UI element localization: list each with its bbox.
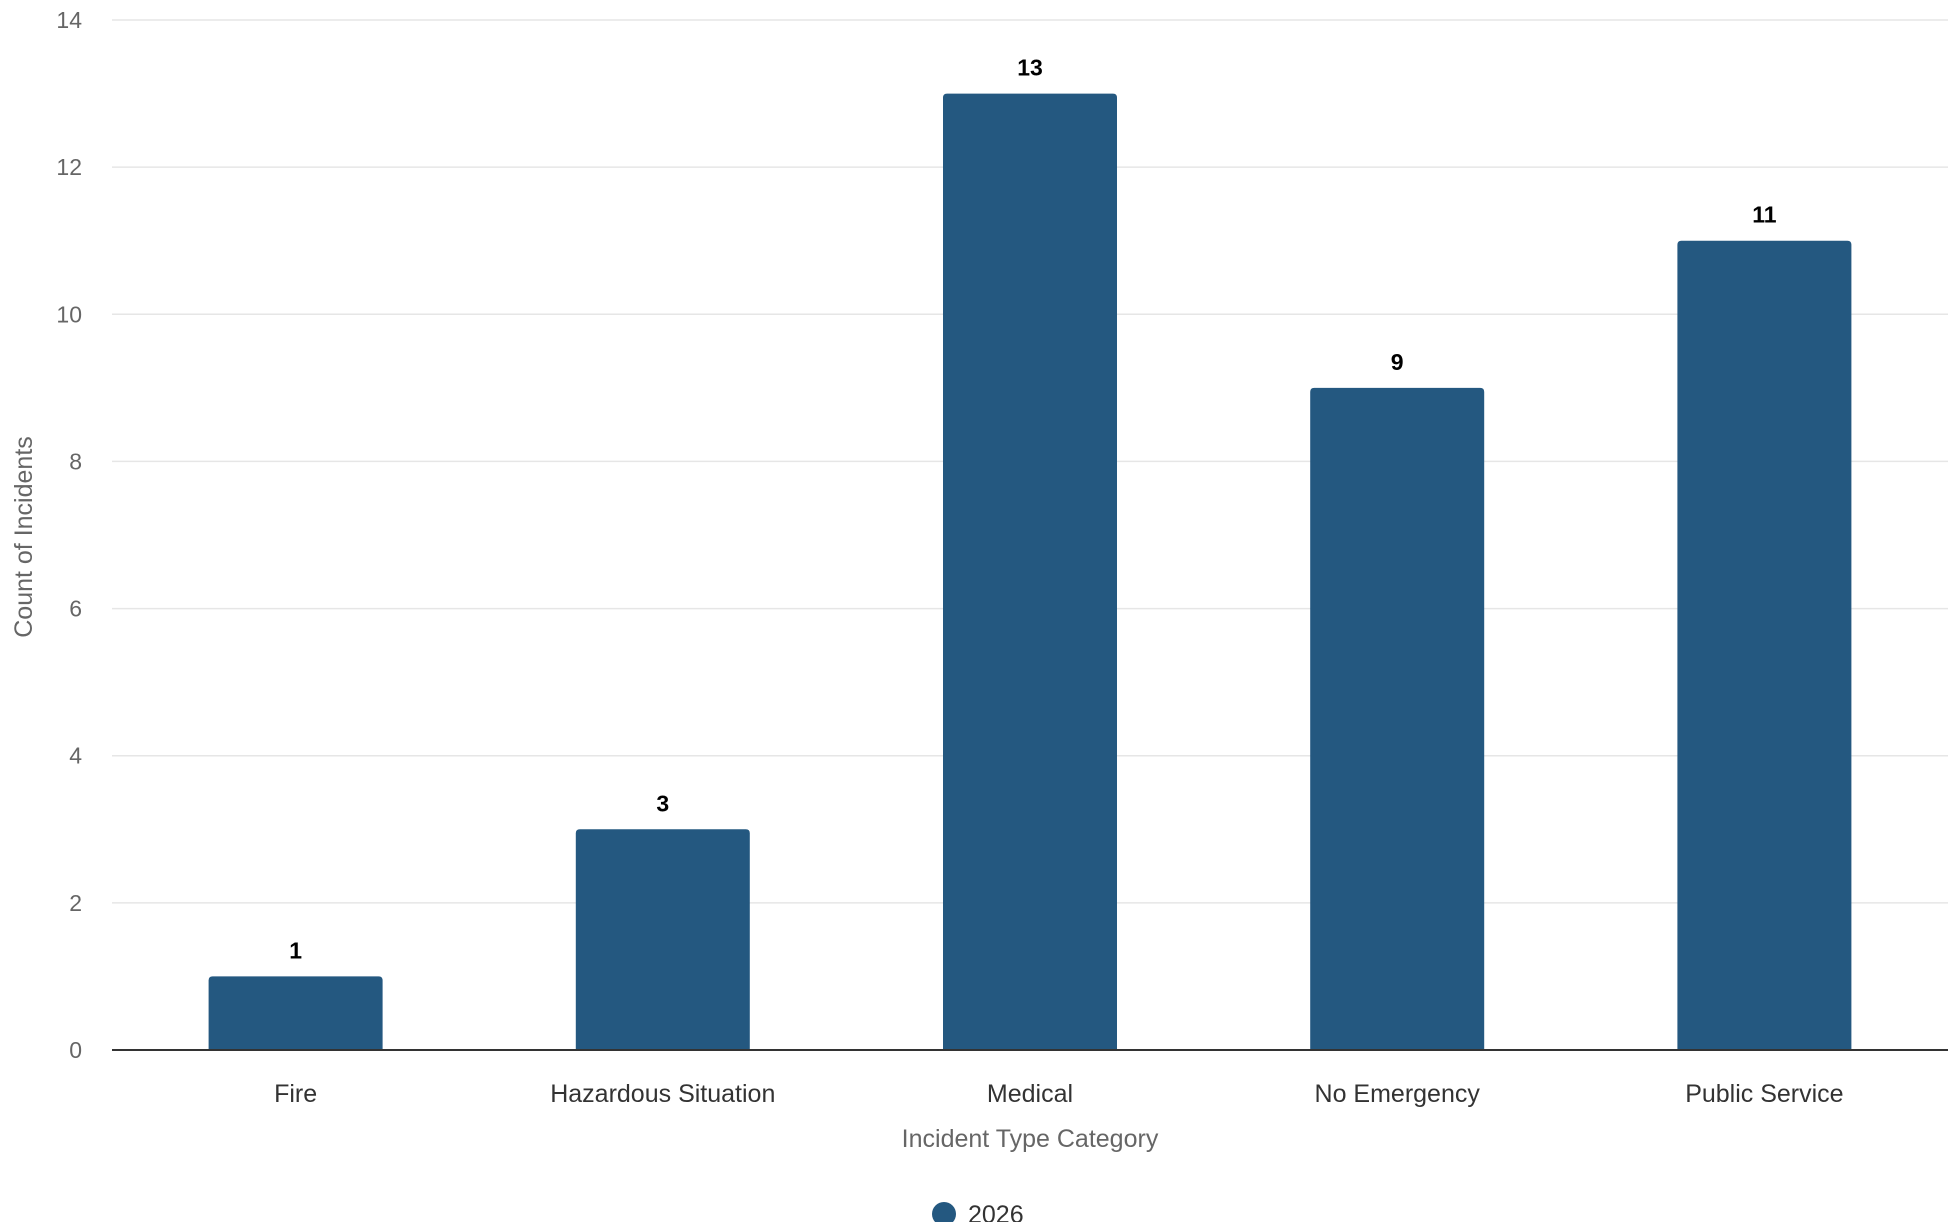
bar[interactable] [943,93,1117,1051]
y-tick-label: 10 [56,301,82,327]
y-tick-label: 12 [56,154,82,180]
x-tick-label: No Emergency [1315,1080,1481,1108]
y-tick-label: 8 [69,448,82,474]
data-label: 13 [1017,55,1043,81]
y-tick-label: 0 [69,1037,82,1063]
y-tick-label: 14 [56,7,82,33]
x-tick-label: Public Service [1685,1080,1843,1108]
x-tick-label: Hazardous Situation [550,1080,775,1108]
y-axis-ticks: 0 2 4 6 8 10 12 14 [56,7,82,1063]
bars [208,93,1852,1051]
data-label: 1 [289,937,302,963]
data-label: 3 [656,790,669,816]
legend-marker[interactable] [932,1202,956,1222]
x-tick-label: Fire [274,1080,317,1108]
bar[interactable] [575,829,750,1050]
data-label: 11 [1752,202,1777,228]
bar[interactable] [208,976,383,1050]
y-tick-label: 6 [69,596,82,622]
legend[interactable]: 2026 [932,1201,1024,1222]
y-tick-label: 2 [69,890,82,916]
y-axis-title: Count of Incidents [10,436,38,638]
x-axis-title: Incident Type Category [902,1125,1159,1153]
y-tick-label: 4 [69,743,82,769]
bar[interactable] [1310,387,1485,1050]
x-tick-label: Medical [987,1080,1073,1108]
bar[interactable] [1677,240,1852,1050]
x-axis-ticks: Fire Hazardous Situation Medical No Emergen… [274,1080,1844,1108]
data-label: 9 [1391,349,1404,375]
legend-item-label[interactable]: 2026 [968,1201,1024,1222]
